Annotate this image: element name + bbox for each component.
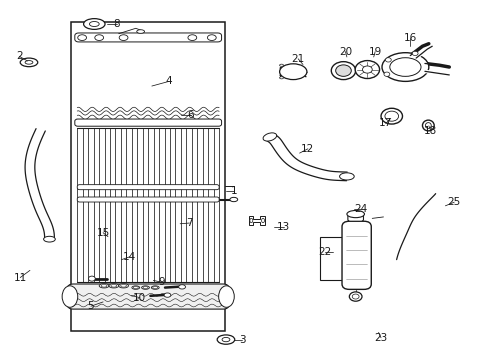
Ellipse shape xyxy=(346,211,364,218)
Bar xyxy=(320,237,361,280)
Ellipse shape xyxy=(121,284,126,287)
Text: 21: 21 xyxy=(291,54,304,64)
Ellipse shape xyxy=(380,108,402,124)
Ellipse shape xyxy=(88,276,95,281)
Text: 15: 15 xyxy=(96,228,109,238)
Ellipse shape xyxy=(25,60,33,64)
Ellipse shape xyxy=(279,64,306,80)
Ellipse shape xyxy=(362,66,371,73)
Ellipse shape xyxy=(263,133,276,141)
Text: 8: 8 xyxy=(113,19,120,29)
Ellipse shape xyxy=(207,35,216,41)
FancyBboxPatch shape xyxy=(75,119,221,126)
Ellipse shape xyxy=(279,64,283,66)
FancyBboxPatch shape xyxy=(77,197,219,202)
Text: 23: 23 xyxy=(374,333,387,343)
Text: 1: 1 xyxy=(230,186,237,196)
Ellipse shape xyxy=(151,286,159,289)
Ellipse shape xyxy=(222,337,229,342)
Ellipse shape xyxy=(218,286,234,307)
Ellipse shape xyxy=(335,65,350,76)
Text: 11: 11 xyxy=(14,273,27,283)
Text: 5: 5 xyxy=(87,301,94,311)
Ellipse shape xyxy=(261,219,264,223)
Ellipse shape xyxy=(119,284,128,288)
Ellipse shape xyxy=(142,286,149,289)
Text: 17: 17 xyxy=(379,118,392,128)
Text: 14: 14 xyxy=(123,252,136,262)
FancyBboxPatch shape xyxy=(75,33,221,42)
Text: 12: 12 xyxy=(301,144,314,154)
Text: 25: 25 xyxy=(447,197,460,207)
Ellipse shape xyxy=(339,173,353,180)
Ellipse shape xyxy=(132,286,140,289)
Text: 2: 2 xyxy=(16,51,22,61)
Ellipse shape xyxy=(153,287,158,289)
Ellipse shape xyxy=(422,120,433,131)
Ellipse shape xyxy=(383,72,389,76)
Ellipse shape xyxy=(137,30,144,33)
Ellipse shape xyxy=(133,287,138,289)
Text: 24: 24 xyxy=(353,204,366,214)
Text: 16: 16 xyxy=(403,33,416,43)
Ellipse shape xyxy=(83,19,105,30)
Bar xyxy=(77,128,219,282)
Ellipse shape xyxy=(249,219,252,223)
Ellipse shape xyxy=(187,35,196,41)
Ellipse shape xyxy=(330,62,355,80)
FancyBboxPatch shape xyxy=(67,284,228,309)
Ellipse shape xyxy=(101,284,107,287)
FancyBboxPatch shape xyxy=(341,221,370,289)
Ellipse shape xyxy=(389,58,420,76)
Ellipse shape xyxy=(351,294,358,299)
Text: 7: 7 xyxy=(186,218,192,228)
Text: 3: 3 xyxy=(238,334,245,345)
Ellipse shape xyxy=(178,285,185,289)
Text: 10: 10 xyxy=(133,293,146,303)
Ellipse shape xyxy=(119,35,128,41)
Ellipse shape xyxy=(111,284,117,287)
Text: 9: 9 xyxy=(158,277,164,287)
Ellipse shape xyxy=(62,286,78,307)
Ellipse shape xyxy=(163,293,170,297)
Ellipse shape xyxy=(217,335,234,344)
Ellipse shape xyxy=(43,236,55,242)
Ellipse shape xyxy=(279,77,283,79)
Ellipse shape xyxy=(354,60,379,78)
FancyBboxPatch shape xyxy=(347,214,363,221)
Text: 22: 22 xyxy=(318,247,331,257)
Ellipse shape xyxy=(381,53,428,81)
Ellipse shape xyxy=(109,284,119,288)
Ellipse shape xyxy=(348,292,361,301)
Ellipse shape xyxy=(384,111,398,121)
Text: 18: 18 xyxy=(423,126,436,135)
Ellipse shape xyxy=(411,51,417,55)
Ellipse shape xyxy=(425,123,430,129)
Ellipse shape xyxy=(229,197,237,202)
Text: 20: 20 xyxy=(338,46,351,57)
Ellipse shape xyxy=(89,22,99,27)
Ellipse shape xyxy=(95,35,103,41)
Polygon shape xyxy=(249,216,264,225)
Ellipse shape xyxy=(99,284,109,288)
Ellipse shape xyxy=(20,58,38,67)
Text: 13: 13 xyxy=(276,222,289,231)
Text: 4: 4 xyxy=(165,76,172,86)
Ellipse shape xyxy=(385,58,390,62)
Ellipse shape xyxy=(78,35,86,41)
FancyBboxPatch shape xyxy=(77,185,219,190)
Text: 19: 19 xyxy=(368,46,381,57)
Text: 6: 6 xyxy=(187,111,194,121)
Ellipse shape xyxy=(143,287,148,289)
Bar xyxy=(71,22,224,330)
